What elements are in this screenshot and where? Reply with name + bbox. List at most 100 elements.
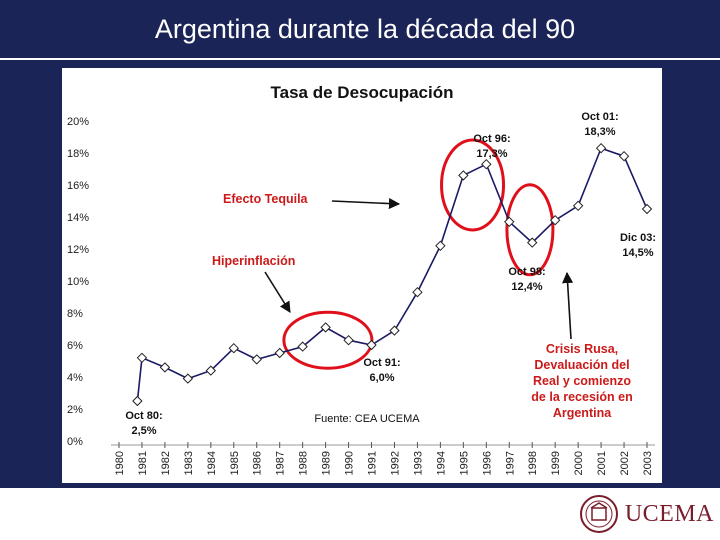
data-point	[297, 341, 308, 352]
data-point	[435, 240, 446, 252]
annotation-label: 6,0%	[369, 372, 394, 384]
data-point	[366, 339, 377, 351]
data-point	[412, 286, 423, 298]
x-tick-label: 1988	[298, 451, 310, 475]
x-tick-label: 1997	[504, 451, 516, 475]
annotation-label: 12,4%	[511, 281, 542, 293]
series-line	[132, 142, 653, 407]
y-tick-label: 16%	[67, 180, 89, 192]
x-tick-label: 1987	[275, 451, 287, 475]
data-point	[481, 158, 492, 170]
y-tick-label: 20%	[67, 116, 89, 128]
data-point	[389, 325, 400, 336]
highlight-ellipse	[282, 310, 374, 370]
x-tick-label: 1981	[137, 451, 149, 475]
y-tick-label: 12%	[67, 244, 89, 256]
data-point	[549, 214, 561, 226]
annotation-label: 14,5%	[622, 247, 653, 259]
x-tick-label: 1982	[160, 451, 172, 475]
highlight-ellipses	[282, 138, 555, 370]
callout-label: Real y comienzo	[533, 374, 631, 388]
x-tick-label: 1991	[367, 451, 379, 475]
y-tick-label: 18%	[67, 148, 89, 160]
x-tick-label: 2002	[619, 451, 631, 475]
callout-label: Crisis Rusa,	[546, 342, 618, 356]
annotation-label: 2,5%	[131, 425, 156, 437]
data-point	[504, 216, 515, 228]
x-tick-label: 1999	[550, 451, 562, 475]
chart-panel: Tasa de Desocupación 0% 2% 4% 6% 8% 10% 12% 14%…	[62, 68, 662, 483]
data-point	[343, 334, 354, 346]
callout-arrow	[331, 197, 401, 210]
annotation-label: Oct 96:	[473, 133, 510, 145]
callout-arrow	[562, 271, 574, 340]
data-point	[458, 170, 469, 181]
y-tick-label: 8%	[67, 308, 83, 320]
callouts: Efecto Tequila Hiperinflación Crisis Rusa,…	[212, 192, 633, 420]
data-point	[572, 200, 584, 212]
annotation-label: Dic 03:	[620, 232, 656, 244]
x-tick-label: 1984	[206, 451, 218, 475]
callout-label: Argentina	[553, 406, 612, 420]
highlight-ellipse	[505, 183, 555, 277]
x-tick-label: 1989	[321, 451, 333, 475]
annotation-label: Oct 91:	[363, 357, 400, 369]
x-axis: 1980 1981 1982 1983 1984 1985 1986 1987 1988 1989…	[111, 442, 655, 475]
y-tick-label: 10%	[67, 276, 89, 288]
data-point	[320, 322, 331, 333]
annotation-label: 17,3%	[476, 148, 507, 160]
x-tick-label: 1998	[527, 451, 539, 475]
x-tick-label: 1992	[389, 451, 401, 475]
annotation-label: 18,3%	[584, 126, 615, 138]
x-tick-label: 1983	[183, 451, 195, 475]
footer-bar: UCEMA	[0, 488, 720, 540]
callout-arrow	[264, 271, 291, 313]
x-tick-label: 1994	[435, 451, 447, 475]
ucema-logo: UCEMA	[579, 492, 714, 536]
x-tick-label: 2000	[573, 451, 585, 475]
x-tick-label: 1990	[344, 451, 356, 475]
title-divider	[0, 58, 720, 60]
chart-title: Tasa de Desocupación	[271, 83, 454, 102]
data-point	[132, 395, 143, 407]
y-tick-label: 14%	[67, 212, 89, 224]
x-tick-label: 1986	[252, 451, 264, 475]
callout-label: Devaluación del	[534, 358, 629, 372]
x-tick-label: 1996	[481, 451, 493, 475]
data-point	[136, 352, 148, 364]
data-point	[641, 203, 653, 215]
data-point	[527, 237, 538, 248]
callout-label: Efecto Tequila	[223, 192, 309, 206]
source-note: Fuente: CEA UCEMA	[314, 413, 420, 425]
unemployment-chart: Tasa de Desocupación 0% 2% 4% 6% 8% 10% 12% 14%…	[67, 83, 656, 475]
data-point	[618, 150, 630, 162]
x-tick-label: 2001	[596, 451, 608, 475]
annotation-label: Oct 98:	[508, 266, 545, 278]
x-tick-label: 1995	[458, 451, 470, 475]
y-tick-label: 2%	[67, 404, 83, 416]
data-point	[159, 362, 171, 373]
data-point	[205, 365, 217, 376]
callout-label: Hiperinflación	[212, 254, 295, 268]
data-point	[182, 373, 194, 384]
x-tick-label: 1980	[114, 451, 126, 475]
annotation-label: Oct 80:	[125, 410, 162, 422]
y-tick-label: 4%	[67, 372, 83, 384]
x-tick-label: 1985	[229, 451, 241, 475]
y-tick-label: 0%	[67, 436, 83, 448]
data-point	[274, 347, 285, 359]
data-point	[595, 142, 607, 154]
logo-text: UCEMA	[624, 500, 714, 527]
annotations: Oct 80: 2,5% Oct 91: 6,0% Oct 96: 17,3% Oct 98…	[125, 111, 656, 437]
page-title: Argentina durante la década del 90	[154, 14, 576, 44]
seal-icon	[579, 495, 618, 533]
x-tick-label: 1993	[412, 451, 424, 475]
callout-label: de la recesión en	[531, 390, 632, 404]
y-tick-label: 6%	[67, 340, 83, 352]
data-point	[228, 342, 239, 354]
x-tick-label: 2003	[642, 451, 654, 475]
annotation-label: Oct 01:	[581, 111, 618, 123]
data-point	[251, 354, 262, 365]
highlight-ellipse	[440, 138, 506, 232]
y-axis: 0% 2% 4% 6% 8% 10% 12% 14% 16% 18% 20%	[67, 116, 89, 448]
